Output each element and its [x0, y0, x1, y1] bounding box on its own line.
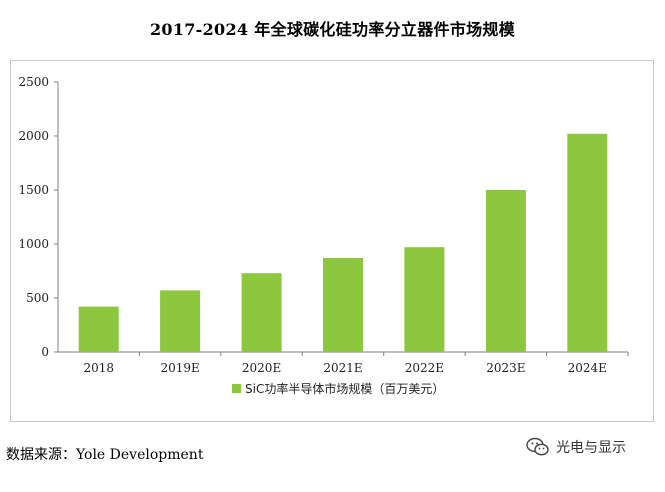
legend-label: SiC功率半导体市场规模（百万美元） [245, 381, 444, 396]
x-tick-label: 2018 [83, 361, 114, 375]
y-tick-label: 0 [41, 345, 49, 359]
data-source: 数据来源：Yole Development [6, 447, 204, 463]
bar [160, 290, 201, 352]
watermark-text: 光电与显示 [556, 440, 626, 456]
y-tick-label: 2500 [18, 75, 49, 89]
bar [404, 247, 445, 352]
y-tick-label: 2000 [18, 129, 49, 143]
y-tick-label: 1500 [18, 183, 49, 197]
bar [323, 258, 363, 352]
wechat-icon [526, 437, 549, 456]
watermark: 光电与显示 [526, 437, 626, 457]
x-tick-label: 2021E [323, 361, 362, 375]
chart-title: 2017-2024 年全球碳化硅功率分立器件市场规模 [149, 20, 516, 39]
y-tick-label: 1000 [18, 237, 49, 251]
bar [241, 273, 282, 352]
legend-swatch [232, 384, 241, 393]
x-tick-label: 2019E [160, 361, 199, 375]
x-tick-label: 2020E [242, 361, 281, 375]
x-tick-label: 2024E [568, 361, 607, 375]
bar [485, 190, 526, 352]
x-tick-label: 2023E [486, 361, 525, 375]
y-tick-label: 500 [26, 291, 49, 305]
chart-frame [10, 60, 654, 422]
bar [567, 133, 608, 352]
bar [78, 306, 119, 352]
x-tick-label: 2022E [405, 361, 444, 375]
